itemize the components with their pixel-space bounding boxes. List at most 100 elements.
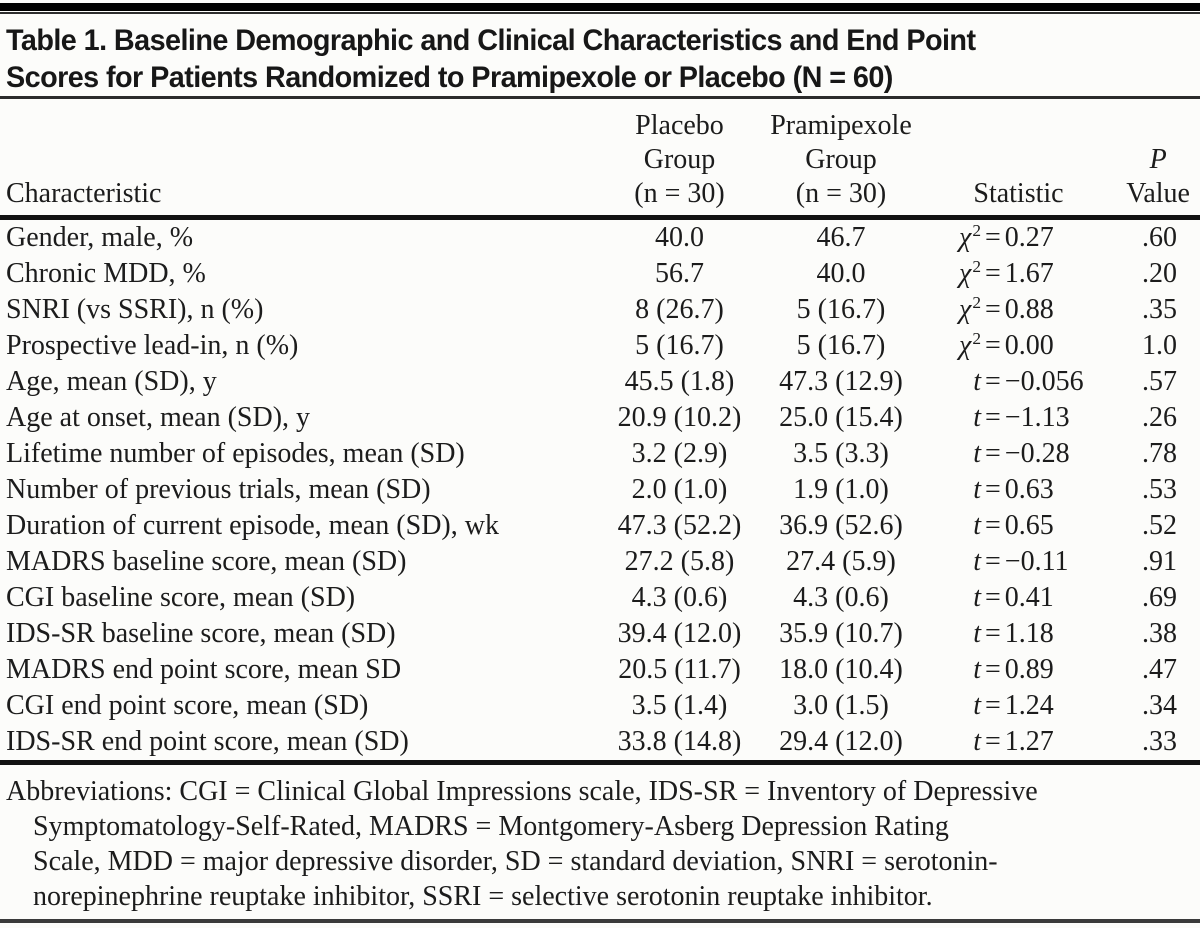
column-header-statistic: Statistic bbox=[973, 178, 1064, 209]
title-rule bbox=[0, 96, 1200, 99]
equals-sign: = bbox=[985, 294, 1001, 325]
p-value-cell: .20 bbox=[1142, 258, 1177, 289]
statistic-cell: χ2 = 0.00 bbox=[921, 328, 1096, 364]
statistic-value: −0.28 bbox=[1004, 438, 1070, 469]
table-row: Gender, male, % 40.0 46.7 χ2 = 0.27 .60 bbox=[0, 220, 1200, 256]
pramipexole-header-line-2: Group bbox=[805, 144, 877, 175]
characteristic-cell: SNRI (vs SSRI), n (%) bbox=[6, 294, 264, 325]
pramipexole-value-cell: 40.0 bbox=[816, 258, 866, 289]
p-value-cell: .91 bbox=[1142, 546, 1177, 577]
characteristic-cell: MADRS baseline score, mean (SD) bbox=[6, 546, 407, 577]
pramipexole-value-cell: 3.0 (1.5) bbox=[793, 690, 889, 721]
equals-sign: = bbox=[985, 582, 1001, 613]
footnote-line-1: Abbreviations: CGI = Clinical Global Imp… bbox=[6, 776, 1038, 807]
statistic-cell: t = −0.28 bbox=[921, 436, 1096, 472]
equals-sign: = bbox=[985, 618, 1001, 649]
t-statistic-symbol: t bbox=[973, 618, 981, 649]
t-statistic-symbol: t bbox=[973, 582, 981, 613]
statistic-value: 0.63 bbox=[1004, 474, 1054, 505]
placebo-value-cell: 8 (26.7) bbox=[635, 294, 724, 325]
characteristic-cell: Age at onset, mean (SD), y bbox=[6, 402, 311, 433]
characteristic-cell: CGI end point score, mean (SD) bbox=[6, 690, 369, 721]
placebo-value-cell: 20.5 (11.7) bbox=[618, 654, 741, 685]
bottom-rule bbox=[0, 919, 1200, 923]
placebo-value-cell: 33.8 (14.8) bbox=[617, 726, 742, 757]
placebo-value-cell: 3.5 (1.4) bbox=[631, 690, 728, 721]
equals-sign: = bbox=[985, 222, 1001, 253]
p-value-cell: .60 bbox=[1142, 222, 1177, 253]
equals-sign: = bbox=[985, 402, 1001, 433]
statistic-value: 0.00 bbox=[1004, 330, 1054, 361]
statistic-value: 0.88 bbox=[1004, 294, 1054, 325]
placebo-value-cell: 45.5 (1.8) bbox=[624, 366, 735, 397]
statistic-value: 0.65 bbox=[1004, 510, 1054, 541]
p-value-cell: .47 bbox=[1142, 654, 1177, 685]
table-row: MADRS baseline score, mean (SD) 27.2 (5.8… bbox=[0, 544, 1200, 580]
table-row: Age at onset, mean (SD), y 20.9 (10.2) 25.… bbox=[0, 400, 1200, 436]
equals-sign: = bbox=[985, 330, 1001, 361]
equals-sign: = bbox=[985, 726, 1001, 757]
characteristic-cell: IDS-SR end point score, mean (SD) bbox=[6, 726, 409, 757]
equals-sign: = bbox=[985, 546, 1001, 577]
characteristic-cell: Chronic MDD, % bbox=[6, 258, 206, 289]
p-value-cell: .69 bbox=[1142, 582, 1177, 613]
table-row: Lifetime number of episodes, mean (SD) 3.… bbox=[0, 436, 1200, 472]
pramipexole-header-line-1: Pramipexole bbox=[770, 110, 912, 141]
statistic-value: 0.27 bbox=[1004, 222, 1054, 253]
characteristic-cell: IDS-SR baseline score, mean (SD) bbox=[6, 618, 396, 649]
chi-squared-symbol: χ2 bbox=[958, 256, 981, 289]
equals-sign: = bbox=[985, 474, 1001, 505]
placebo-value-cell: 5 (16.7) bbox=[635, 330, 724, 361]
pramipexole-value-cell: 3.5 (3.3) bbox=[793, 438, 889, 469]
statistic-cell: t = 1.24 bbox=[921, 688, 1096, 724]
t-statistic-symbol: t bbox=[973, 366, 981, 397]
table-row: MADRS end point score, mean SD 20.5 (11.7… bbox=[0, 652, 1200, 688]
t-statistic-symbol: t bbox=[973, 654, 981, 685]
footnote-line-2: Symptomatology-Self-Rated, MADRS = Montg… bbox=[33, 811, 949, 842]
column-header-characteristic: Characteristic bbox=[6, 178, 162, 209]
characteristic-cell: Prospective lead-in, n (%) bbox=[6, 330, 299, 361]
equals-sign: = bbox=[985, 438, 1001, 469]
placebo-value-cell: 47.3 (52.2) bbox=[617, 510, 742, 541]
statistic-cell: t = 0.65 bbox=[921, 508, 1096, 544]
p-value-cell: .38 bbox=[1142, 618, 1177, 649]
pramipexole-value-cell: 36.9 (52.6) bbox=[779, 510, 903, 541]
statistic-value: 0.41 bbox=[1004, 582, 1054, 613]
statistic-cell: t = 1.18 bbox=[921, 616, 1096, 652]
pramipexole-value-cell: 35.9 (10.7) bbox=[779, 618, 903, 649]
footer-rule bbox=[0, 760, 1200, 765]
table-title-line-2: Scores for Patients Randomized to Pramip… bbox=[6, 61, 893, 94]
chi-squared-symbol: χ2 bbox=[958, 328, 981, 361]
statistic-value: 1.27 bbox=[1004, 726, 1054, 757]
equals-sign: = bbox=[985, 690, 1001, 721]
placebo-value-cell: 3.2 (2.9) bbox=[631, 438, 728, 469]
placebo-value-cell: 27.2 (5.8) bbox=[624, 546, 735, 577]
table-body: Gender, male, % 40.0 46.7 χ2 = 0.27.60 Chronic… bbox=[0, 220, 1200, 760]
characteristic-cell: CGI baseline score, mean (SD) bbox=[6, 582, 356, 613]
equals-sign: = bbox=[985, 258, 1001, 289]
table-row: CGI baseline score, mean (SD) 4.3 (0.6) 4.… bbox=[0, 580, 1200, 616]
column-header-p-value: P Value bbox=[1096, 143, 1190, 211]
table-title-line-1: Table 1. Baseline Demographic and Clinic… bbox=[6, 24, 976, 57]
header-rule bbox=[0, 215, 1200, 220]
p-header-line-2: Value bbox=[1126, 178, 1190, 209]
statistic-value: −0.11 bbox=[1004, 546, 1069, 577]
table-row: Number of previous trials, mean (SD) 2.0 … bbox=[0, 472, 1200, 508]
statistic-value: 1.67 bbox=[1004, 258, 1054, 289]
table-row: IDS-SR end point score, mean (SD) 33.8 (1… bbox=[0, 724, 1200, 760]
table-row: CGI end point score, mean (SD) 3.5 (1.4) 3… bbox=[0, 688, 1200, 724]
characteristic-cell: Gender, male, % bbox=[6, 222, 194, 253]
characteristic-cell: MADRS end point score, mean SD bbox=[6, 654, 402, 685]
statistic-value: −0.056 bbox=[1004, 366, 1084, 397]
placebo-value-cell: 39.4 (12.0) bbox=[617, 618, 742, 649]
placebo-header-line-1: Placebo bbox=[635, 110, 724, 141]
pramipexole-value-cell: 46.7 bbox=[816, 222, 866, 253]
p-value-cell: 1.0 bbox=[1142, 330, 1177, 361]
p-value-header-box: P Value bbox=[1126, 143, 1190, 211]
table-title: Table 1. Baseline Demographic and Clinic… bbox=[0, 14, 1200, 96]
pramipexole-value-cell: 4.3 (0.6) bbox=[793, 582, 889, 613]
p-value-cell: .52 bbox=[1142, 510, 1177, 541]
top-rule bbox=[0, 3, 1200, 11]
equals-sign: = bbox=[985, 654, 1001, 685]
statistic-cell: χ2 = 0.27 bbox=[921, 220, 1096, 256]
